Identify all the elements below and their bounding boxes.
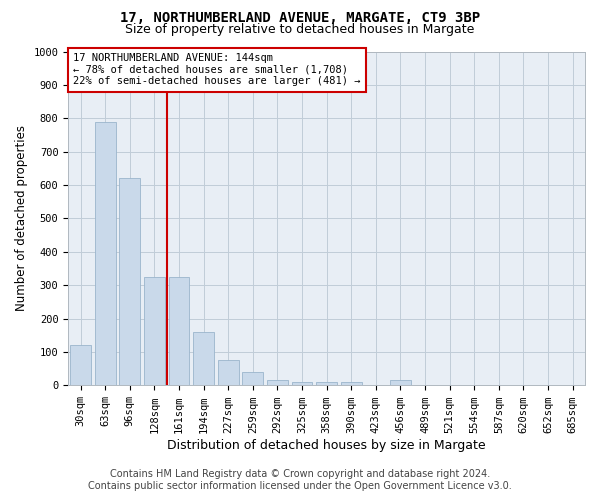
Bar — [341, 382, 362, 386]
Text: 17 NORTHUMBERLAND AVENUE: 144sqm
← 78% of detached houses are smaller (1,708)
22: 17 NORTHUMBERLAND AVENUE: 144sqm ← 78% o… — [73, 53, 361, 86]
Y-axis label: Number of detached properties: Number of detached properties — [15, 126, 28, 312]
Bar — [95, 122, 116, 386]
Bar — [119, 178, 140, 386]
Bar — [267, 380, 288, 386]
Bar — [70, 346, 91, 386]
Bar — [390, 380, 411, 386]
Bar — [144, 277, 165, 386]
Bar — [242, 372, 263, 386]
X-axis label: Distribution of detached houses by size in Margate: Distribution of detached houses by size … — [167, 440, 486, 452]
Bar — [169, 277, 190, 386]
Bar — [218, 360, 239, 386]
Bar — [292, 382, 313, 386]
Bar — [316, 382, 337, 386]
Text: 17, NORTHUMBERLAND AVENUE, MARGATE, CT9 3BP: 17, NORTHUMBERLAND AVENUE, MARGATE, CT9 … — [120, 11, 480, 25]
Text: Contains HM Land Registry data © Crown copyright and database right 2024.
Contai: Contains HM Land Registry data © Crown c… — [88, 470, 512, 491]
Text: Size of property relative to detached houses in Margate: Size of property relative to detached ho… — [125, 23, 475, 36]
Bar — [193, 332, 214, 386]
